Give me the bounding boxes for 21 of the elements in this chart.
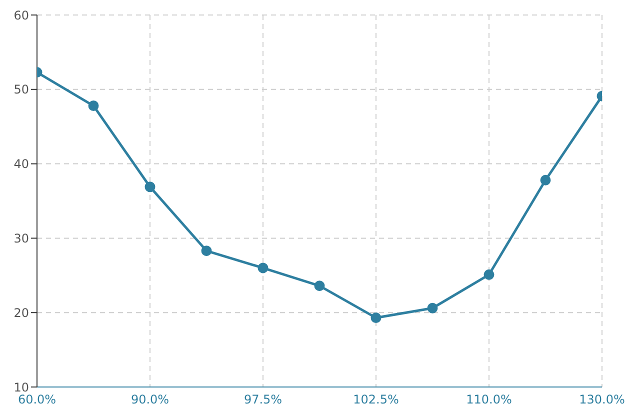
point <box>258 262 268 274</box>
x-tick-label: 130.0% <box>579 392 625 407</box>
point <box>540 174 551 186</box>
x-tick-label: 110.0% <box>466 392 512 407</box>
x-tick-label: 102.5% <box>353 392 399 407</box>
x-tick-label: 60.0% <box>18 392 56 407</box>
point <box>201 246 212 256</box>
y-tick-label: 10 <box>14 380 29 394</box>
y-tick-label: 60 <box>14 8 29 22</box>
y-tick-label: 50 <box>14 82 29 97</box>
x-tick-label: 90.0% <box>130 392 170 407</box>
point <box>427 302 438 314</box>
x-tick-label: 97.5% <box>244 392 282 407</box>
point <box>144 182 156 192</box>
point <box>314 280 325 292</box>
point <box>370 312 382 324</box>
point <box>484 269 494 280</box>
point <box>88 100 99 112</box>
y-tick-label: 30 <box>14 231 29 246</box>
y-tick-label: 40 <box>14 157 29 172</box>
y-tick-label: 20 <box>14 306 29 320</box>
